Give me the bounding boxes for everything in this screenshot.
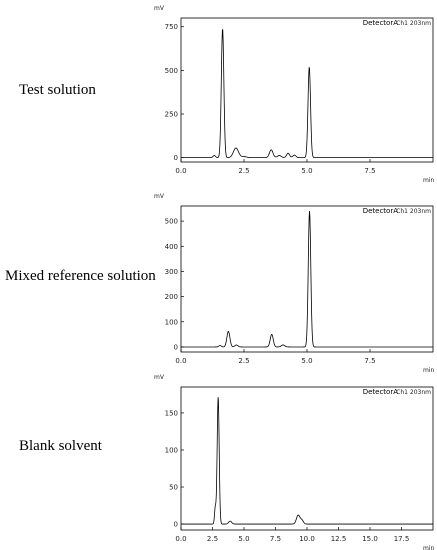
x-tick-label: 0.0 <box>175 535 186 543</box>
x-tick-label: 5.0 <box>301 167 312 175</box>
x-tick-label: 7.5 <box>364 357 375 365</box>
label-mixed-reference-solution: Mixed reference solution <box>5 268 156 284</box>
x-tick-label: 17.5 <box>394 535 410 543</box>
x-tick-label: 7.5 <box>270 535 281 543</box>
y-tick-label: 150 <box>165 409 178 417</box>
label-test-solution: Test solution <box>19 82 96 98</box>
x-unit-label: min <box>423 177 435 184</box>
channel-label: Ch1 203nm <box>396 389 431 396</box>
y-tick-label: 300 <box>165 268 178 276</box>
detector-label: DetectorA <box>363 388 399 396</box>
x-tick-label: 5.0 <box>238 535 249 543</box>
detector-label: DetectorA <box>363 207 399 215</box>
channel-label: Ch1 203nm <box>396 20 431 27</box>
y-tick-label: 200 <box>165 293 178 301</box>
x-tick-label: 2.5 <box>238 357 249 365</box>
x-unit-label: min <box>423 367 435 374</box>
y-tick-label: 0 <box>174 343 178 351</box>
y-unit-label: mV <box>154 5 165 12</box>
y-tick-label: 250 <box>165 111 178 119</box>
detector-label: DetectorA <box>363 19 399 27</box>
chromatogram-panel-1 <box>180 17 434 163</box>
x-tick-label: 15.0 <box>362 535 378 543</box>
y-tick-label: 400 <box>165 243 178 251</box>
y-tick-label: 100 <box>165 318 178 326</box>
y-tick-label: 100 <box>165 446 178 454</box>
y-tick-label: 50 <box>169 484 178 492</box>
chromatogram-panel-2 <box>180 205 434 353</box>
label-blank-solvent: Blank solvent <box>19 438 102 454</box>
y-unit-label: mV <box>154 374 165 381</box>
x-tick-label: 7.5 <box>364 167 375 175</box>
x-tick-label: 12.5 <box>331 535 347 543</box>
x-tick-label: 2.5 <box>238 167 249 175</box>
chromatogram-trace <box>181 397 433 525</box>
channel-label: Ch1 203nm <box>396 208 431 215</box>
y-tick-label: 0 <box>174 521 178 529</box>
x-unit-label: min <box>423 545 435 550</box>
x-tick-label: 0.0 <box>175 357 186 365</box>
x-tick-label: 0.0 <box>175 167 186 175</box>
y-tick-label: 500 <box>165 67 178 75</box>
chromatogram-trace <box>181 29 433 159</box>
y-tick-label: 0 <box>174 154 178 162</box>
chromatogram-panel-3 <box>180 386 434 531</box>
x-tick-label: 5.0 <box>301 357 312 365</box>
y-tick-label: 750 <box>165 23 178 31</box>
x-tick-label: 2.5 <box>207 535 218 543</box>
chromatogram-trace <box>181 211 433 348</box>
y-tick-label: 500 <box>165 218 178 226</box>
y-unit-label: mV <box>154 193 165 200</box>
x-tick-label: 10.0 <box>299 535 315 543</box>
